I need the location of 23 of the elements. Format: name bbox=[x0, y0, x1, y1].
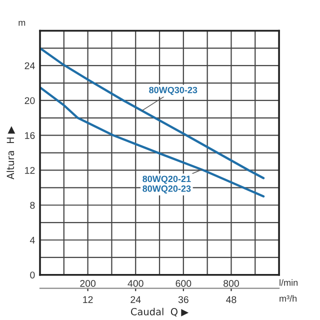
y-axis-title: Altura H ▶ bbox=[6, 126, 16, 180]
x2-tick-label: 48 bbox=[226, 296, 236, 304]
text: m bbox=[18, 20, 26, 26]
series-label: 80WQ30-23 bbox=[149, 86, 198, 95]
y-tick-label: 16 bbox=[25, 132, 35, 139]
line-series bbox=[40, 86, 265, 198]
text: m³/h bbox=[280, 295, 297, 302]
y-tick-label: 20 bbox=[24, 97, 35, 104]
y-tick-label: 4 bbox=[30, 236, 35, 244]
y-tick-label: 12 bbox=[25, 166, 35, 174]
x-tick-label: 800 bbox=[224, 280, 239, 287]
text: l/min bbox=[280, 279, 298, 286]
x2-tick-label: 24 bbox=[130, 296, 141, 303]
y-tick-label: 8 bbox=[30, 202, 35, 209]
x2-tick-label: 36 bbox=[178, 296, 188, 304]
y-tick-label: 0 bbox=[30, 272, 35, 278]
x-axis-title: Caudal Q ▶ bbox=[130, 308, 189, 316]
x-tick-label: 600 bbox=[176, 280, 192, 287]
x-tick-label: 400 bbox=[128, 280, 144, 287]
y-tick-label: 24 bbox=[24, 62, 35, 70]
series-label: 80WQ20-21 80WQ20-23 bbox=[142, 176, 191, 194]
x-tick-label: 200 bbox=[80, 280, 96, 287]
x2-tick-label: 12 bbox=[83, 296, 93, 303]
